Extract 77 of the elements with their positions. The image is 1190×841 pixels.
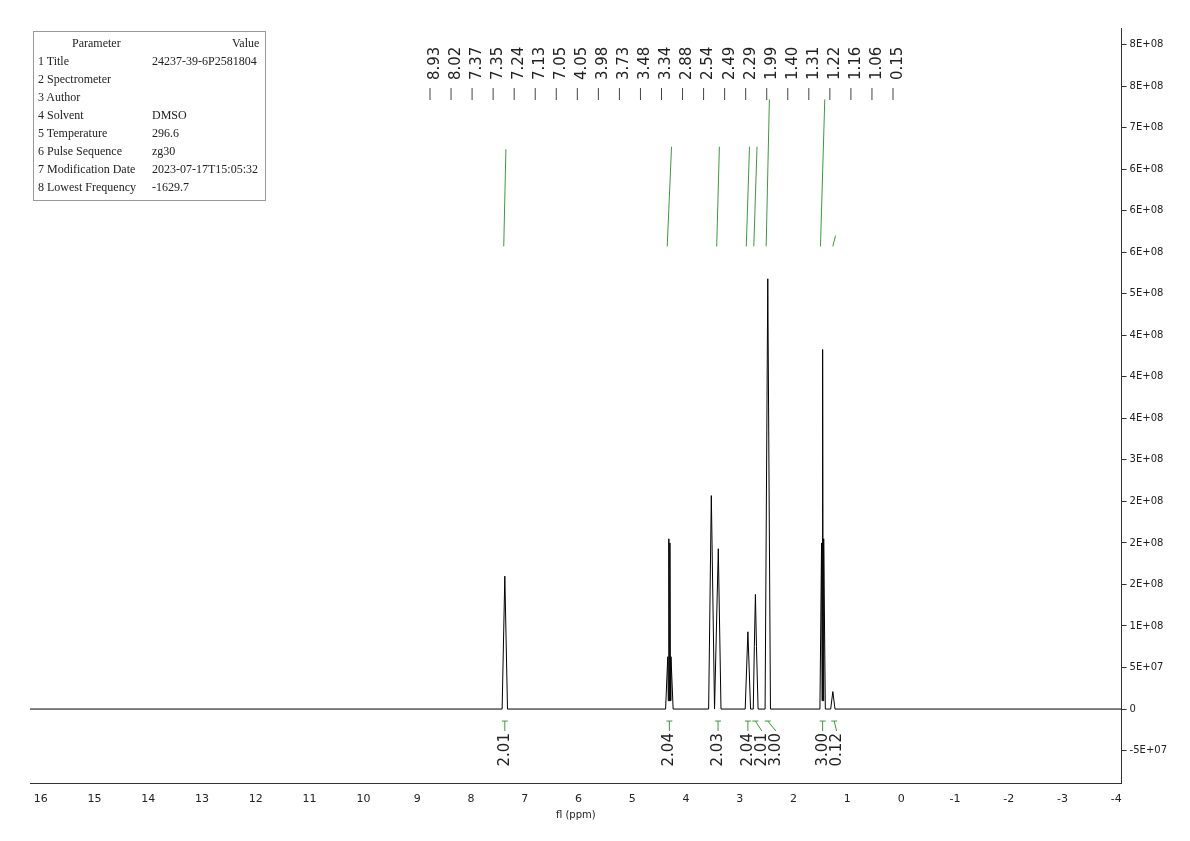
x-tick-label: 3 [736, 792, 744, 806]
annotation: 7 Modification Date 2023-07-17T15:05:32 [38, 161, 259, 178]
annotation: 6 Pulse Sequence zg30 [38, 143, 177, 160]
x-tick-label: 5 [628, 792, 636, 806]
y-tick-label: 6E+08 [1129, 204, 1164, 216]
y-tick-label: 4E+08 [1129, 370, 1164, 382]
x-axis-title: fl (ppm) [555, 808, 596, 820]
y-tick-label: 6E+08 [1129, 245, 1164, 257]
y-tick-label: 3E+08 [1129, 453, 1164, 465]
x-tick-label: 10 [356, 792, 371, 806]
x-tick-label: 11 [302, 792, 317, 806]
x-tick-label: 14 [141, 792, 156, 806]
annotation: 3 Author [38, 89, 82, 106]
y-tick-label: 7E+08 [1129, 121, 1164, 133]
annotation: 8 Lowest Frequency -1629.7 [38, 179, 190, 196]
y-tick-label: 4E+08 [1129, 328, 1164, 340]
annotation: 7.13 [530, 46, 549, 80]
annotation: 1 Title 24237-39-6P2581804 [38, 53, 258, 70]
annotation: 3.73 [614, 46, 633, 80]
annotation: 1.31 [803, 46, 822, 80]
annotation: 7.05 [551, 46, 570, 80]
annotation: 7.37 [466, 46, 485, 80]
y-tick-label: -5E+07 [1129, 744, 1168, 756]
annotation: 1.22 [824, 46, 843, 80]
x-tick-label: 2 [790, 792, 798, 806]
annotation: 7.24 [509, 46, 528, 80]
y-tick-label: 0 [1129, 702, 1136, 714]
y-tick-label: 6E+08 [1129, 162, 1164, 174]
x-tick-label: 4 [682, 792, 690, 806]
y-tick-label: 2E+08 [1129, 495, 1164, 507]
annotation: 0.15 [887, 46, 906, 80]
annotation: 2.49 [719, 46, 738, 80]
annotation: 1.99 [761, 46, 780, 80]
y-tick-label: 8E+08 [1129, 38, 1164, 50]
x-tick-label: 7 [521, 792, 529, 806]
x-tick-label: 6 [574, 792, 582, 806]
annotation: 3.34 [656, 46, 675, 80]
x-tick-label: -4 [1110, 792, 1122, 806]
y-tick-label: 5E+08 [1129, 287, 1164, 299]
x-tick-label: 0 [897, 792, 905, 806]
annotation: 2.01 [494, 733, 513, 767]
annotation: 4 Solvent DMSO [38, 107, 188, 124]
y-tick-label: 5E+07 [1129, 661, 1164, 673]
y-tick-label: 4E+08 [1129, 411, 1164, 423]
annotation: 3.00 [765, 733, 784, 767]
x-tick-label: 13 [195, 792, 210, 806]
annotation: 2.54 [698, 46, 717, 80]
x-tick-label: -1 [949, 792, 961, 806]
annotation: 0.12 [826, 733, 845, 767]
annotation: 2.03 [707, 733, 726, 767]
annotation: 3.98 [593, 46, 612, 80]
x-tick-label: 15 [87, 792, 102, 806]
annotation: 3.48 [635, 46, 654, 80]
annotation: 1.16 [845, 46, 864, 80]
annotation: 2 Spectrometer [38, 71, 112, 88]
annotation: 8.93 [424, 46, 443, 80]
annotation: 2.29 [740, 46, 759, 80]
x-tick-label: 1 [843, 792, 851, 806]
annotation: 8.02 [445, 46, 464, 80]
annotation: 2.04 [659, 733, 678, 767]
y-tick-label: 1E+08 [1129, 619, 1164, 631]
y-tick-label: 2E+08 [1129, 536, 1164, 548]
annotation: 2.88 [677, 46, 696, 80]
annotation: 1.40 [782, 46, 801, 80]
annotation: 7.35 [488, 46, 507, 80]
annotation: 4.05 [572, 46, 591, 80]
x-tick-label: 12 [248, 792, 263, 806]
y-tick-label: 2E+08 [1129, 578, 1164, 590]
x-tick-label: 16 [33, 792, 48, 806]
y-tick-label: 8E+08 [1129, 79, 1164, 91]
annotation: Parameter Value [71, 35, 260, 52]
x-tick-label: 8 [467, 792, 475, 806]
x-tick-label: -3 [1056, 792, 1068, 806]
x-tick-label: -2 [1003, 792, 1015, 806]
x-tick-label: 9 [413, 792, 421, 806]
annotation: 1.06 [866, 46, 885, 80]
annotation: 5 Temperature 296.6 [38, 125, 180, 142]
